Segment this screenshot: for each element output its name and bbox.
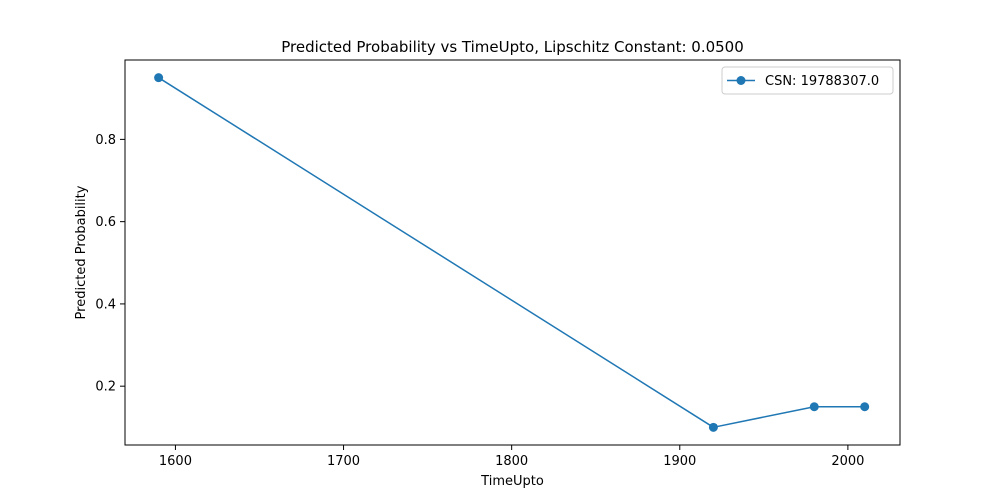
y-tick-label: 0.8 [95,133,116,148]
x-tick-label: 1700 [327,454,360,469]
legend: CSN: 19788307.0 [721,66,894,95]
x-axis-label: TimeUpto [480,474,544,489]
x-tick-label: 1600 [159,454,192,469]
y-tick-label: 0.4 [95,297,116,312]
x-axis: 1600 1700 1800 1900 2000 [159,445,864,469]
axes-frame [124,59,901,446]
x-tick-label: 2000 [831,454,864,469]
x-tick-label: 1900 [663,454,696,469]
legend-box [721,66,894,95]
data-point [860,402,870,412]
data-point [809,402,819,412]
x-tick-label: 1800 [495,454,528,469]
legend-series-marker [736,76,746,85]
chart-title: Predicted Probability vs TimeUpto, Lipsc… [281,38,744,56]
y-tick-label: 0.6 [95,215,116,230]
series-layer [154,73,870,432]
legend-series-label: CSN: 19788307.0 [765,74,879,89]
y-axis: 0.2 0.4 0.6 0.8 [95,133,125,395]
y-tick-label: 0.2 [95,380,116,395]
y-axis-label: Predicted Probability [74,185,89,319]
plot-area [124,59,901,446]
data-point [154,73,164,83]
data-point [708,422,718,432]
series-line [158,77,865,429]
